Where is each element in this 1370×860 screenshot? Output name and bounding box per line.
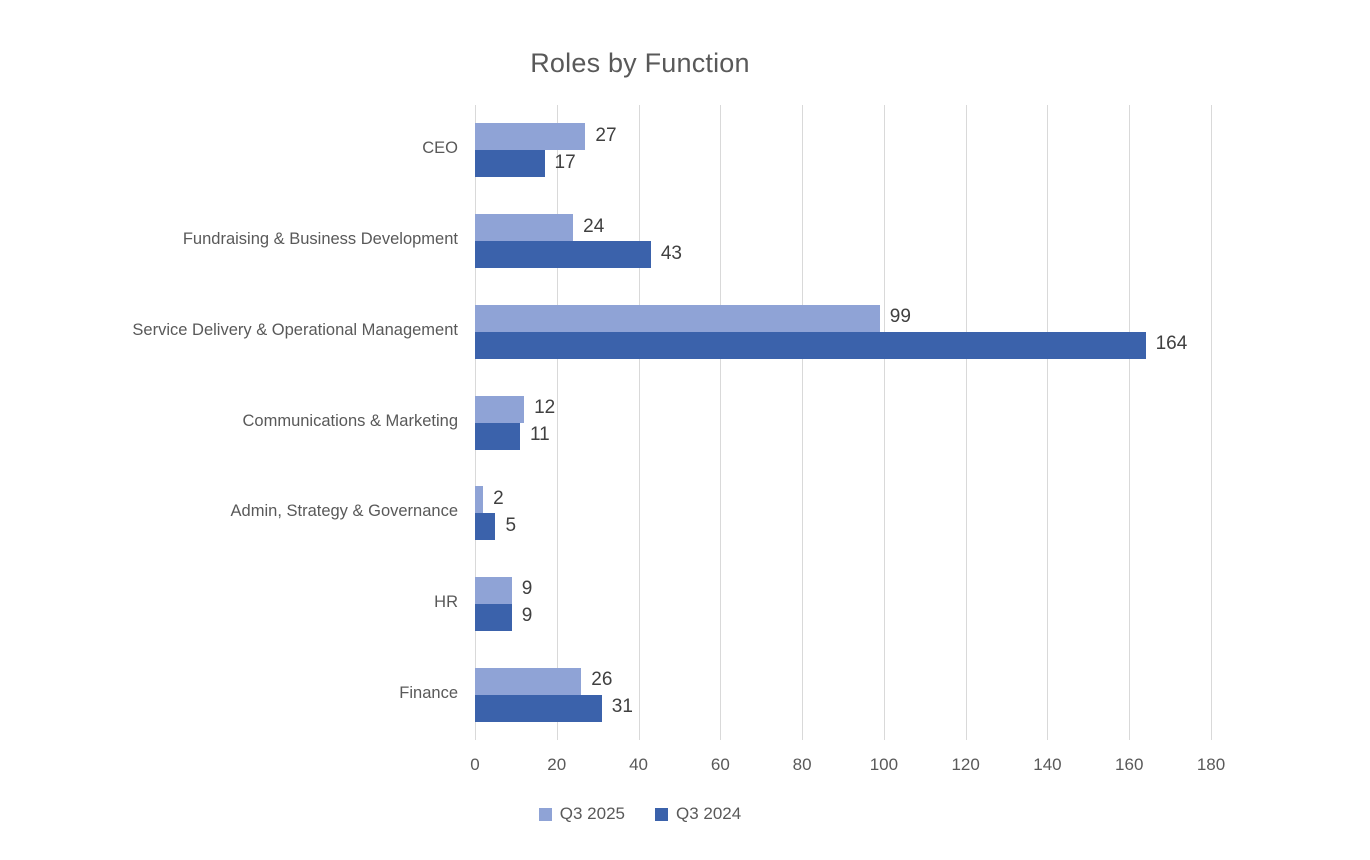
bar-q3-2024 — [475, 422, 520, 450]
bar-q3-2024 — [475, 694, 602, 722]
gridline-x-140 — [1047, 105, 1049, 740]
x-tick-label: 180 — [1196, 755, 1226, 774]
bar-q3-2024 — [475, 603, 512, 631]
data-label: 31 — [611, 696, 633, 718]
gridline-x-60 — [720, 105, 722, 740]
gridline-x-160 — [1129, 105, 1131, 740]
bar-q3-2024 — [475, 241, 651, 269]
data-label: 9 — [521, 578, 533, 600]
bar-q3-2025 — [475, 214, 574, 242]
data-label: 99 — [889, 306, 911, 328]
bar-q3-2025 — [475, 304, 880, 332]
x-tick-label: 80 — [792, 755, 812, 774]
gridline-x-80 — [802, 105, 804, 740]
data-label: 9 — [521, 605, 533, 627]
category-label: Fundraising & Business Development — [182, 230, 458, 249]
category-label: Admin, Strategy & Governance — [230, 502, 458, 521]
gridline-x-20 — [556, 105, 558, 740]
legend-item-q3-2024: Q3 2024 — [655, 804, 741, 824]
x-tick-label: 0 — [470, 755, 480, 774]
bar-q3-2025 — [475, 486, 484, 514]
bar-q3-2025 — [475, 395, 525, 423]
chart-legend: Q3 2025 Q3 2024 — [0, 804, 1280, 824]
data-label: 5 — [505, 514, 517, 536]
data-label: 11 — [529, 424, 550, 445]
bar-q3-2025 — [475, 667, 582, 695]
legend-item-q3-2025: Q3 2025 — [538, 804, 625, 824]
category-label: Finance — [399, 683, 458, 702]
category-label: Communications & Marketing — [242, 411, 459, 430]
data-label: 43 — [660, 242, 682, 264]
data-label: 27 — [595, 124, 617, 146]
data-label: 164 — [1155, 333, 1188, 355]
bar-q3-2025 — [475, 123, 586, 151]
bar-q3-2024 — [475, 150, 545, 178]
data-label: 12 — [534, 397, 556, 418]
category-label: CEO — [422, 139, 458, 158]
x-tick-label: 60 — [710, 755, 730, 774]
bar-q3-2024 — [475, 513, 496, 541]
chart-title: Roles by Function — [530, 48, 750, 78]
data-label: 17 — [554, 151, 576, 173]
x-tick-label: 140 — [1033, 755, 1062, 774]
legend-label: Q3 2024 — [676, 804, 742, 823]
legend-swatch-icon — [655, 807, 668, 821]
gridline-x-120 — [965, 105, 967, 740]
bar-q3-2024 — [475, 331, 1146, 359]
category-label: HR — [434, 592, 458, 611]
bar-q3-2025 — [475, 576, 512, 604]
x-tick-label: 160 — [1115, 755, 1144, 774]
gridline-x-40 — [638, 105, 640, 740]
legend-label: Q3 2025 — [559, 804, 625, 823]
data-label: 2 — [493, 487, 504, 509]
legend-swatch-icon — [538, 807, 552, 821]
gridline-x-100 — [883, 105, 885, 740]
data-label: 24 — [583, 215, 605, 237]
x-tick-label: 20 — [547, 755, 567, 774]
data-label: 26 — [591, 669, 613, 691]
x-tick-label: 40 — [629, 755, 649, 774]
x-tick-label: 120 — [951, 755, 980, 774]
x-tick-label: 100 — [869, 755, 899, 774]
gridline-x-180 — [1211, 105, 1212, 740]
category-label: Service Delivery & Operational Managemen… — [132, 320, 458, 339]
